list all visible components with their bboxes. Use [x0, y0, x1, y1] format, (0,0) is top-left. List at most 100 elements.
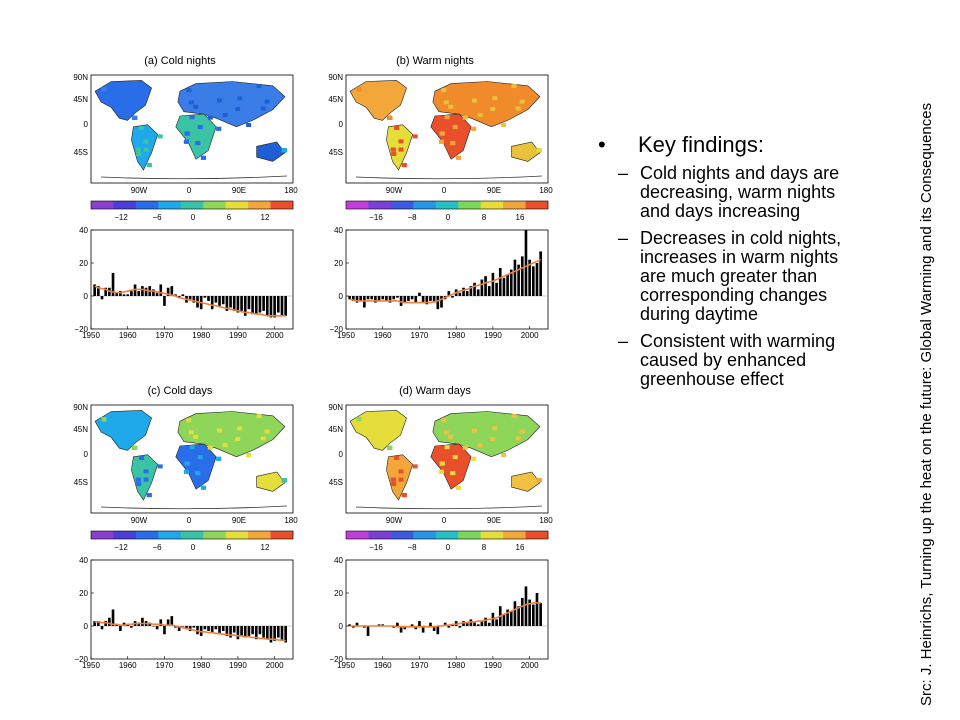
map-patch [146, 493, 152, 498]
colorbar-frame [345, 200, 549, 210]
colorbar-swatch [525, 531, 549, 539]
x-tick-label: 2000 [521, 661, 539, 670]
panel-warm-days: (d) Warm days 90N 45N 0 45S 90W 0 90E 180 −16 −8 0 8… [318, 380, 553, 700]
map-patch [444, 445, 450, 450]
colorbar-swatch [113, 531, 137, 539]
map-patch [237, 426, 243, 431]
bar [396, 296, 399, 298]
bar [265, 296, 269, 316]
map-land [177, 81, 286, 128]
map-patch [515, 106, 521, 111]
bar [487, 286, 491, 296]
colorbar-swatch [435, 201, 459, 209]
bar [480, 621, 484, 626]
plot-frame [90, 559, 294, 660]
map-patch [387, 445, 393, 450]
bar [366, 626, 370, 636]
map-lat-label: 90N [328, 73, 343, 82]
map-lon-label: 90W [386, 516, 403, 525]
bar [247, 296, 251, 310]
map-land [94, 410, 152, 451]
x-tick-label: 1970 [156, 661, 174, 670]
bar [539, 602, 542, 626]
map-patch [281, 478, 287, 483]
bar [152, 626, 155, 627]
bar [240, 626, 243, 636]
map-patch [146, 163, 152, 168]
finding-text: Decreases in cold nights, increases in w… [640, 228, 842, 324]
bar [210, 626, 214, 633]
chart-svg: (c) Cold days 90N 45N 0 45S 90W 0 90E 180 −12 −6 0 6… [73, 385, 298, 670]
bar [174, 294, 177, 296]
bar [392, 296, 396, 300]
map-patch [519, 429, 525, 434]
x-tick-label: 1960 [119, 661, 137, 670]
map-patch [216, 456, 222, 461]
map-patch [439, 131, 445, 136]
map-land [256, 471, 286, 492]
chart-title: (a) Cold nights [144, 55, 216, 67]
map-patch [281, 148, 287, 153]
source-credit: Src: J. Heinrichs, Turning up the heat o… [918, 102, 935, 706]
bar [396, 622, 399, 626]
bar [363, 626, 366, 628]
map-lat-label: 45N [73, 95, 88, 104]
map-patch [157, 464, 163, 469]
bar [214, 296, 218, 303]
map-patch [264, 429, 270, 434]
bar [254, 296, 258, 315]
bar [399, 296, 403, 306]
bar [436, 296, 440, 310]
bar [251, 626, 254, 635]
colorbar-swatch [503, 201, 526, 209]
map-patch [390, 477, 396, 482]
bar [225, 626, 229, 636]
map-patch [216, 126, 222, 131]
y-tick-label: −20 [74, 325, 88, 334]
x-tick-label: 1990 [229, 331, 247, 340]
map-coast [355, 505, 543, 510]
map-lat-label: 90N [73, 73, 88, 82]
bar [502, 614, 506, 626]
y-tick-label: 20 [79, 259, 88, 268]
map-land [430, 443, 472, 490]
x-tick-label: 1950 [337, 661, 355, 670]
map-patch [256, 84, 262, 89]
bar [418, 621, 421, 626]
map-coast [100, 175, 288, 180]
bar [451, 296, 454, 298]
map-lon-label: 90E [487, 516, 501, 525]
bar [119, 626, 122, 631]
colorbar-tick: −8 [407, 213, 417, 222]
map-patch [264, 99, 270, 104]
colorbar-swatch [503, 531, 526, 539]
map-lon-label: 180 [284, 186, 298, 195]
colorbar-tick: −6 [152, 543, 162, 552]
panel-cold-days: (c) Cold days 90N 45N 0 45S 90W 0 90E 180 −12 −6 0 6… [63, 380, 298, 700]
map-patch [391, 151, 397, 156]
map-land [386, 124, 414, 171]
map-patch [477, 443, 483, 447]
x-tick-label: 1970 [411, 661, 429, 670]
x-tick-label: 1970 [156, 331, 174, 340]
map-land [386, 454, 414, 501]
map-lon-label: 90W [131, 186, 148, 195]
bar [462, 287, 465, 296]
map-patch [139, 126, 145, 130]
bar [425, 296, 429, 305]
bar [284, 626, 287, 643]
y-tick-label: 40 [79, 556, 88, 565]
colorbar-swatch [390, 531, 414, 539]
map-lon-label: 180 [539, 186, 553, 195]
map-patch [260, 106, 266, 111]
bar [381, 624, 385, 626]
bar [359, 296, 363, 301]
colorbar-swatch [390, 201, 414, 209]
x-tick-label: 1960 [119, 331, 137, 340]
bar [232, 626, 236, 633]
map-patch [515, 436, 521, 441]
bar [119, 291, 122, 296]
x-tick-label: 1980 [447, 661, 465, 670]
bar [203, 296, 207, 298]
bar [258, 626, 262, 635]
